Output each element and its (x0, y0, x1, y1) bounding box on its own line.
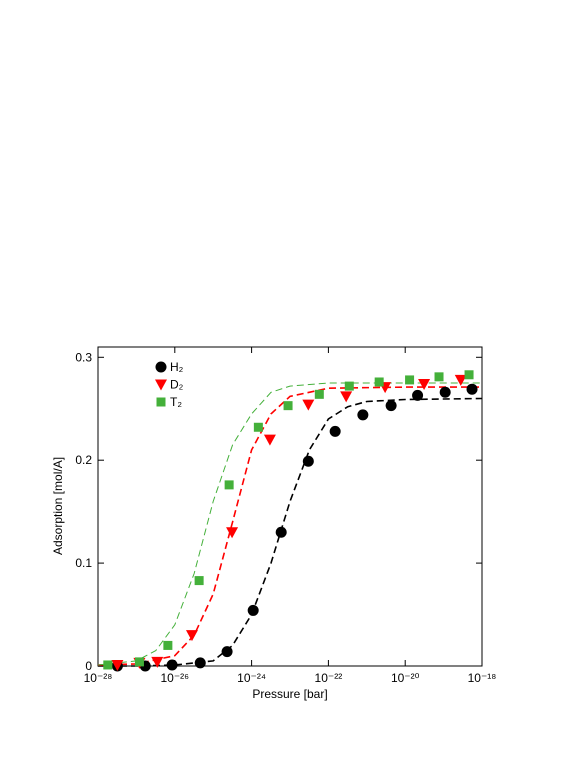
point (185, 630, 198, 642)
y-tick-label: 0.2 (75, 453, 92, 467)
point (111, 659, 124, 671)
point (418, 379, 431, 391)
point (226, 527, 239, 539)
point (344, 381, 354, 391)
x-tick-label: 10⁻²⁸ (84, 671, 113, 685)
point (302, 399, 315, 411)
point (283, 401, 293, 411)
point (374, 377, 384, 387)
x-tick-label: 10⁻¹⁸ (468, 671, 497, 685)
point (357, 409, 369, 421)
point (434, 372, 444, 382)
point (340, 391, 353, 403)
point (263, 434, 276, 446)
legend-entry: D₂ (155, 378, 184, 392)
point (412, 389, 424, 401)
legend-label: T₂ (170, 395, 182, 409)
fit-line (98, 397, 483, 667)
legend-marker (156, 397, 166, 407)
fit-line (97, 382, 482, 666)
point (329, 425, 341, 437)
legend-label: H₂ (170, 360, 184, 374)
x-tick-label: 10⁻²⁶ (160, 671, 189, 685)
point (103, 660, 113, 670)
legend-marker (155, 379, 167, 391)
y-tick-label: 0.1 (75, 556, 92, 570)
point (466, 383, 478, 395)
point (134, 657, 144, 667)
legend-marker (155, 361, 167, 373)
point (166, 659, 178, 671)
x-axis-label: Pressure [bar] (252, 687, 327, 701)
x-tick-label: 10⁻²⁴ (237, 671, 266, 685)
legend-entry: T₂ (156, 395, 182, 409)
point (405, 375, 415, 385)
x-tick-label: 10⁻²⁰ (391, 671, 420, 685)
legend-entry: H₂ (155, 360, 184, 374)
point (454, 374, 467, 386)
y-tick-label: 0.3 (75, 350, 92, 364)
point (194, 657, 206, 669)
point (253, 422, 263, 432)
x-tick-label: 10⁻²² (315, 671, 343, 685)
point (314, 389, 324, 399)
point (163, 640, 173, 650)
point (221, 646, 233, 658)
y-tick-label: 0 (85, 659, 92, 673)
point (302, 455, 314, 467)
point (385, 400, 397, 412)
point (247, 604, 259, 616)
point (275, 526, 287, 538)
plot-frame (97, 346, 483, 667)
y-axis-label: Adsorption [mol/A] (51, 457, 65, 555)
point (224, 480, 234, 490)
point (151, 656, 164, 668)
point (439, 386, 451, 398)
point (464, 370, 474, 380)
point (194, 576, 204, 586)
fit-line (97, 386, 482, 666)
legend-label: D₂ (170, 378, 184, 392)
